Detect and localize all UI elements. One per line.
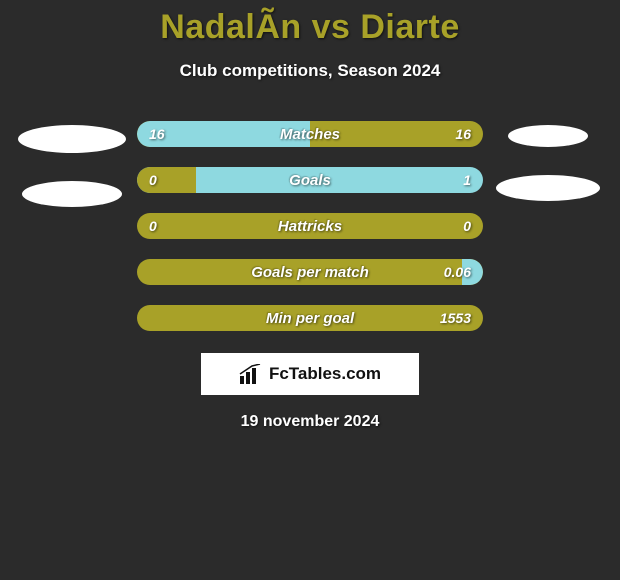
stat-row: Min per goal1553 xyxy=(137,305,483,331)
stat-label: Min per goal xyxy=(137,305,483,331)
subtitle: Club competitions, Season 2024 xyxy=(180,61,441,81)
fctables-logo: FcTables.com xyxy=(201,353,419,395)
stat-label: Goals per match xyxy=(137,259,483,285)
right-player-marks xyxy=(483,121,613,331)
stat-label: Matches xyxy=(137,121,483,147)
stat-row: Goals per match0.06 xyxy=(137,259,483,285)
player-marker xyxy=(18,125,126,153)
stat-label: Hattricks xyxy=(137,213,483,239)
left-player-marks xyxy=(7,121,137,331)
stat-row: 0Hattricks0 xyxy=(137,213,483,239)
comparison-card: NadalÃ­n vs Diarte Club competitions, Se… xyxy=(0,0,620,431)
date-label: 19 november 2024 xyxy=(241,413,380,431)
comparison-bars: 16Matches160Goals10Hattricks0Goals per m… xyxy=(137,121,483,331)
stats-area: 16Matches160Goals10Hattricks0Goals per m… xyxy=(0,121,620,331)
player-marker xyxy=(22,181,122,207)
stat-right-value: 1 xyxy=(463,167,471,193)
page-title: NadalÃ­n vs Diarte xyxy=(160,8,460,47)
stat-right-value: 0.06 xyxy=(444,259,471,285)
player-marker xyxy=(496,175,600,201)
stat-label: Goals xyxy=(137,167,483,193)
stat-right-value: 0 xyxy=(463,213,471,239)
player-marker xyxy=(508,125,588,147)
stat-row: 0Goals1 xyxy=(137,167,483,193)
stat-right-value: 1553 xyxy=(440,305,471,331)
logo-text: FcTables.com xyxy=(269,364,381,384)
stat-right-value: 16 xyxy=(455,121,471,147)
stat-row: 16Matches16 xyxy=(137,121,483,147)
bar-chart-icon xyxy=(239,364,263,384)
